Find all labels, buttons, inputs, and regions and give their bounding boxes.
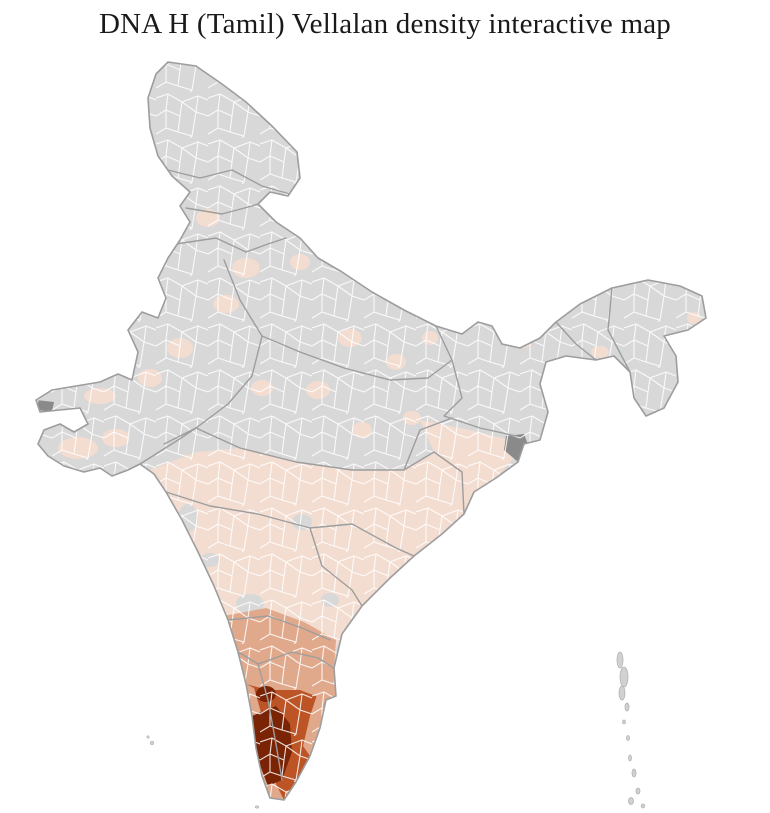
island[interactable] (149, 740, 155, 746)
district-borders-texture (36, 62, 706, 800)
island[interactable] (616, 651, 624, 669)
state-border-line (237, 651, 335, 669)
island[interactable] (640, 803, 646, 809)
island[interactable] (622, 719, 626, 725)
lakshadweep-islands[interactable] (146, 735, 260, 809)
state-border-line (227, 615, 331, 641)
island[interactable] (146, 735, 150, 739)
state-border-line (309, 527, 363, 607)
state-border-line (185, 203, 259, 215)
island[interactable] (626, 735, 630, 741)
state-border-line (175, 237, 287, 253)
andaman-nicobar-islands[interactable] (616, 651, 646, 809)
island[interactable] (618, 685, 626, 701)
state-border-line (159, 167, 291, 195)
island[interactable] (254, 805, 260, 809)
island[interactable] (635, 787, 641, 795)
island[interactable] (628, 754, 632, 762)
india-outline (35, 61, 707, 801)
island[interactable] (619, 666, 629, 688)
state-border-line (195, 427, 435, 471)
state-border-line (443, 359, 517, 437)
state-border-line (257, 663, 283, 781)
state-border-line (403, 417, 465, 515)
island[interactable] (631, 768, 637, 778)
page-title: DNA H (Tamil) Vellalan density interacti… (99, 8, 671, 40)
island[interactable] (624, 702, 630, 712)
island[interactable] (628, 797, 634, 805)
state-border-line (139, 427, 197, 465)
